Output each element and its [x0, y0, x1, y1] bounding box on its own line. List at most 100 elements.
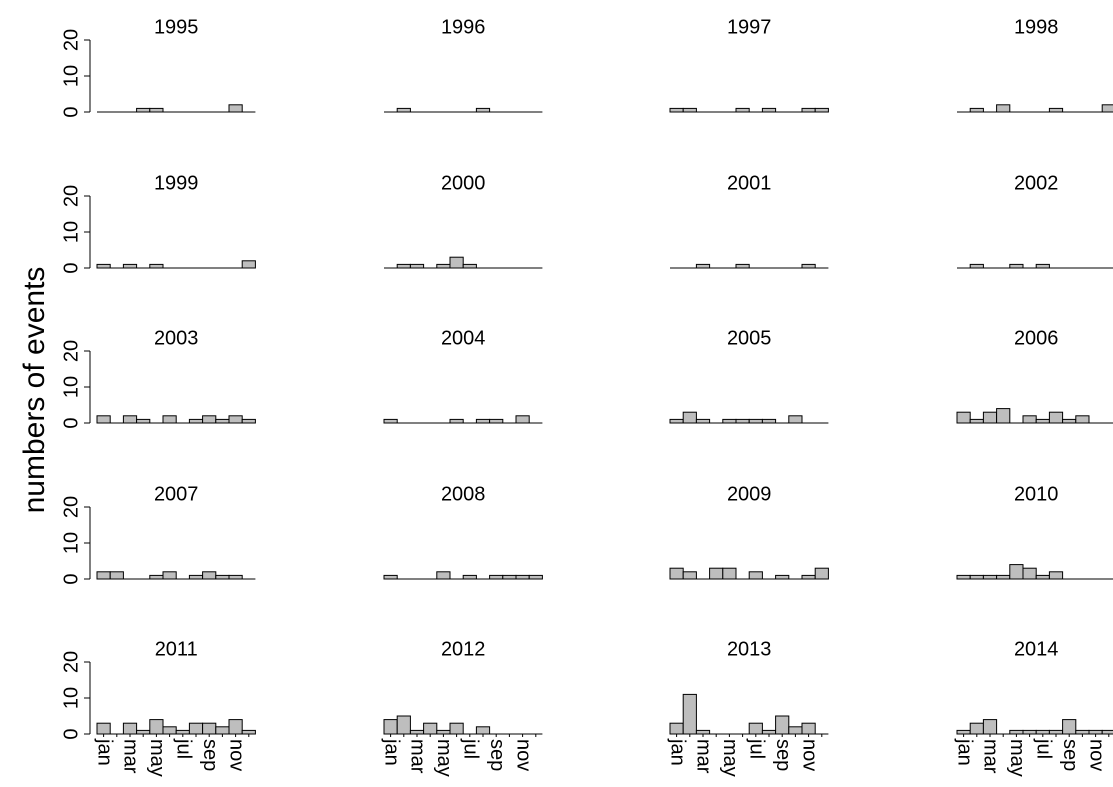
x-tick-label: sep — [1059, 739, 1081, 771]
bar — [462, 263, 477, 269]
bar — [682, 411, 697, 424]
bar — [162, 415, 177, 424]
panel-title: 2012 — [441, 638, 486, 660]
bar — [1048, 571, 1064, 580]
bar — [695, 418, 711, 424]
panel-title: 2005 — [727, 327, 772, 349]
bar — [96, 263, 111, 269]
bar — [1075, 415, 1090, 424]
bar — [515, 574, 530, 580]
bar — [423, 722, 438, 735]
bar — [775, 574, 790, 580]
x-tick-label: jul — [173, 738, 195, 759]
bar — [682, 107, 697, 113]
bar — [788, 726, 803, 735]
x-tick-label: may — [146, 739, 168, 777]
bar — [122, 415, 138, 424]
bar — [761, 107, 777, 113]
bar — [515, 415, 530, 424]
panel-title: 1998 — [1014, 16, 1059, 38]
x-tick-label: sep — [486, 739, 508, 771]
bar — [489, 574, 504, 580]
bar — [188, 418, 204, 424]
bar — [96, 415, 111, 424]
bar — [449, 418, 464, 424]
x-tick-label: jan — [953, 738, 975, 766]
bar — [462, 574, 477, 580]
bar — [695, 729, 711, 735]
x-tick-label: jan — [666, 738, 688, 766]
bar — [188, 722, 204, 735]
bar — [383, 574, 398, 580]
bar — [748, 722, 763, 735]
bar — [528, 574, 543, 580]
bar — [228, 415, 243, 424]
y-axis-label: numbers of events — [18, 267, 51, 514]
bar — [175, 729, 190, 735]
panel-title: 2014 — [1014, 638, 1059, 660]
bar — [409, 263, 425, 269]
bar — [502, 574, 517, 580]
bar — [241, 418, 256, 424]
bar — [409, 729, 425, 735]
bar — [735, 263, 750, 269]
bar — [122, 263, 138, 269]
panel-title: 2010 — [1014, 483, 1059, 505]
bar — [735, 418, 750, 424]
bar — [228, 104, 243, 113]
bar — [1062, 719, 1077, 735]
bar — [215, 726, 230, 735]
bar — [1022, 729, 1037, 735]
bar — [1075, 729, 1090, 735]
bar — [162, 726, 177, 735]
y-tick-label: 10 — [60, 532, 82, 554]
bar — [682, 571, 697, 580]
y-tick-label: 0 — [60, 728, 82, 739]
bar — [136, 729, 151, 735]
panel-title: 2008 — [441, 483, 486, 505]
x-tick-label: jul — [746, 738, 768, 759]
bar — [1088, 729, 1103, 735]
bar — [475, 107, 491, 113]
bar — [383, 418, 398, 424]
bar — [709, 567, 724, 580]
bar — [1009, 729, 1024, 735]
bar — [149, 574, 164, 580]
bar — [449, 722, 464, 735]
bar — [1035, 418, 1050, 424]
bar — [814, 107, 829, 113]
bar — [202, 722, 217, 735]
bar — [1048, 411, 1064, 424]
bar — [1101, 729, 1113, 735]
bar — [241, 729, 256, 735]
bar — [149, 263, 164, 269]
bar — [969, 263, 984, 269]
x-tick-label: may — [433, 739, 455, 777]
panel-title: 2006 — [1014, 327, 1059, 349]
bar — [489, 418, 504, 424]
bar — [682, 693, 697, 735]
bar — [96, 722, 111, 735]
y-tick-label: 0 — [60, 417, 82, 428]
panel-title: 1997 — [727, 16, 772, 38]
bar — [396, 263, 411, 269]
bar — [383, 719, 398, 735]
bar — [436, 571, 451, 580]
panel-title: 1999 — [154, 172, 199, 194]
y-tick-label: 0 — [60, 262, 82, 273]
bar — [149, 719, 164, 735]
bar — [1101, 104, 1113, 113]
bar — [436, 729, 451, 735]
y-tick-label: 0 — [60, 573, 82, 584]
bar — [695, 263, 711, 269]
x-tick-label: jan — [380, 738, 402, 766]
bar — [1048, 107, 1064, 113]
bar — [1022, 567, 1037, 580]
y-tick-label: 10 — [60, 687, 82, 709]
bar — [228, 719, 243, 735]
bar — [1035, 263, 1050, 269]
panel-title: 2007 — [154, 483, 199, 505]
bar — [1062, 418, 1077, 424]
panel-title: 1996 — [441, 16, 486, 38]
bar — [761, 418, 777, 424]
